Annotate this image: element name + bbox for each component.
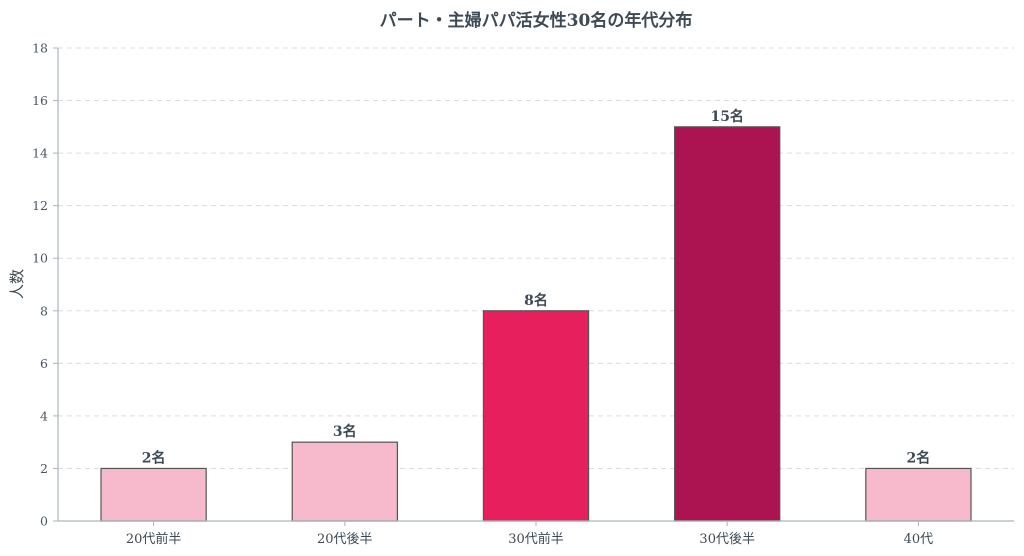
data-label: 2名 <box>142 449 166 466</box>
y-tick-label: 12 <box>32 198 48 213</box>
y-tick-label: 0 <box>40 514 48 529</box>
data-label: 15名 <box>710 108 743 125</box>
y-tick-label: 14 <box>32 146 48 161</box>
y-tick-label: 8 <box>40 303 48 318</box>
bar-1 <box>100 467 207 522</box>
data-label: 3名 <box>333 423 357 440</box>
y-tick-label: 10 <box>32 251 48 266</box>
y-axis-label: 人数 <box>8 269 26 299</box>
data-label: 8名 <box>524 292 548 309</box>
x-tick-label: 40代 <box>904 532 934 547</box>
y-tick-label: 6 <box>40 356 48 371</box>
y-tick-label: 4 <box>40 408 48 423</box>
data-labels: 2名 3名 8名 15名 2名 <box>142 108 931 467</box>
bar-2 <box>291 441 398 522</box>
bar-5 <box>865 467 972 522</box>
axis-ticks: 0 2 4 6 8 10 12 14 16 18 20代前半 20代後半 30代前半 30代後半 40代 <box>32 41 933 548</box>
bar-4 <box>674 126 781 522</box>
chart-title: パート・主婦パパ活女性30名の年代分布 <box>380 10 693 31</box>
y-tick-label: 16 <box>32 93 48 108</box>
y-tick-label: 2 <box>40 461 48 476</box>
data-label: 2名 <box>907 449 931 466</box>
x-tick-label: 30代前半 <box>508 531 564 547</box>
x-tick-label: 30代後半 <box>699 532 755 547</box>
bar-3 <box>482 310 590 522</box>
x-tick-label: 20代後半 <box>317 532 373 547</box>
y-tick-label: 18 <box>32 41 48 56</box>
bars <box>100 126 972 522</box>
x-tick-label: 20代前半 <box>126 531 182 547</box>
